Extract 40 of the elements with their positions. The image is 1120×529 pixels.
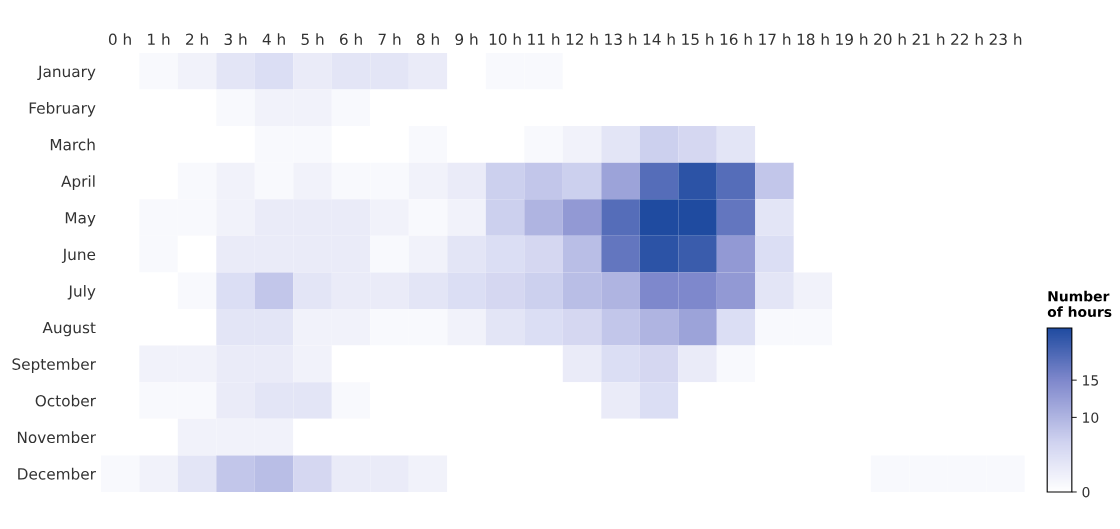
x-tick-label: 16 h [720,33,752,46]
x-tick-label: 17 h [759,33,791,45]
x-tick-label: 23 h [989,33,1022,46]
x-tick-label: 3 h [224,33,247,46]
y-tick-label: March [50,138,95,151]
x-tick-label: 21 h [912,33,945,45]
color-bar-title: Number of hours [1047,290,1112,318]
x-tick-label: 4 h [262,33,285,45]
y-tick-label: July [67,284,96,300]
x-tick-label: 5 h [301,33,324,46]
x-tick-label: 6 h [339,33,362,46]
x-tick-label: 19 h [836,33,868,46]
x-tick-label: 2 h [186,33,208,45]
x-tick-label: 10 h [489,33,521,46]
y-tick-label: April [61,175,95,190]
color-bar-label: 15 [1083,375,1099,386]
x-tick-label: 7 h [378,33,401,45]
x-tick-label: 11 h [528,33,560,45]
y-tick-label: May [65,212,96,227]
x-tick-label: 22 h [951,33,983,45]
y-tick-label: August [42,321,96,337]
x-tick-label: 12 h [566,33,598,45]
y-tick-label: October [35,394,96,407]
x-tick-label: 9 h [455,33,478,46]
x-tick-label: 13 h [605,33,637,46]
x-tick-label: 8 h [416,33,439,46]
y-tick-label: November [17,431,96,444]
x-tick-label: 0 h [108,33,131,46]
x-tick-label: 18 h [797,33,829,46]
x-tick-label: 15 h [682,33,714,46]
x-tick-label: 20 h [874,33,906,46]
y-tick-label: June [61,248,96,263]
color-bar-label: 0 [1082,486,1090,498]
y-tick-label: January [37,65,96,81]
y-tick-label: September [12,358,96,373]
color-bar-label: 10 [1083,412,1099,423]
x-tick-label: 1 h [148,33,170,45]
x-tick-label: 14 h [643,33,675,45]
y-tick-label: December [18,467,96,480]
y-tick-label: February [29,101,96,117]
